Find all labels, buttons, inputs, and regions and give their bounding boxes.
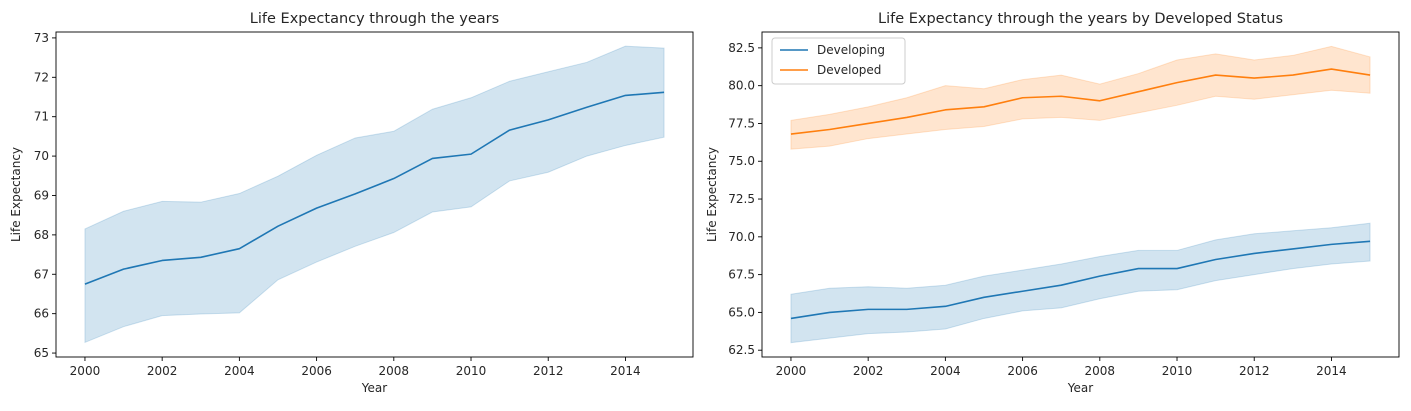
x-axis-label: Year <box>1067 381 1093 395</box>
axes-frame <box>761 31 1400 358</box>
series-line-1 <box>84 91 665 285</box>
x-tick-label: 2008 <box>379 364 410 378</box>
y-tick-label: 70 <box>34 149 49 163</box>
chart-panel-2: 2000 2002 2004 2006 2008 2010 2012 2014 62.5 65.0… <box>705 11 1400 395</box>
y-tick-label: 66 <box>34 307 49 321</box>
chart-title: Life Expectancy through the years by Dev… <box>878 11 1283 27</box>
y-axis-label: Life Expectancy <box>705 147 719 242</box>
legend: Developing Developed <box>771 37 906 85</box>
y-tick-label: 65 <box>34 346 49 360</box>
y-tick-label: 75.0 <box>728 154 755 168</box>
x-tick-label: 2012 <box>533 364 564 378</box>
x-tick-label: 2006 <box>1007 364 1038 378</box>
y-tick-label: 67 <box>34 267 49 281</box>
x-tick-label: 2002 <box>853 364 884 378</box>
x-axis-label: Year <box>361 381 387 395</box>
chart-title: Life Expectancy through the years <box>250 11 499 27</box>
y-axis-label: Life Expectancy <box>9 147 23 242</box>
x-tick-label: 2010 <box>456 364 487 378</box>
series-line-developing <box>790 240 1371 320</box>
legend-label-developing: Developing <box>817 43 885 57</box>
y-tick-label: 77.5 <box>728 116 755 130</box>
x-tick-label: 2002 <box>147 364 178 378</box>
legend-label-developed: Developed <box>817 63 881 77</box>
x-tick-label: 2000 <box>70 364 101 378</box>
y-tick-label: 67.5 <box>728 268 755 282</box>
x-tick-label: 2006 <box>301 364 332 378</box>
y-tick-label: 82.5 <box>728 41 755 55</box>
x-tick-label: 2014 <box>610 364 641 378</box>
x-tick-label: 2004 <box>224 364 255 378</box>
y-tick-label: 62.5 <box>728 343 755 357</box>
y-tick-label: 69 <box>34 188 49 202</box>
confidence-band-series-1 <box>84 45 665 344</box>
x-tick-label: 2004 <box>930 364 961 378</box>
y-tick-label: 71 <box>34 110 49 124</box>
series-line-developed <box>790 68 1371 135</box>
axes-frame <box>55 31 694 358</box>
x-tick-label: 2012 <box>1239 364 1270 378</box>
x-tick-label: 2010 <box>1162 364 1193 378</box>
y-tick-label: 70.0 <box>728 230 755 244</box>
confidence-band-developing <box>790 222 1371 344</box>
chart-panel-1: 2000 2002 2004 2006 2008 2010 2012 2014 65 66 67 68… <box>9 11 694 395</box>
x-tick-label: 2014 <box>1316 364 1347 378</box>
y-tick-label: 68 <box>34 228 49 242</box>
y-tick-label: 72.5 <box>728 192 755 206</box>
x-tick-label: 2000 <box>776 364 807 378</box>
y-tick-label: 65.0 <box>728 305 755 319</box>
x-tick-label: 2008 <box>1085 364 1116 378</box>
y-tick-label: 72 <box>34 70 49 84</box>
y-tick-label: 73 <box>34 31 49 45</box>
y-tick-label: 80.0 <box>728 79 755 93</box>
